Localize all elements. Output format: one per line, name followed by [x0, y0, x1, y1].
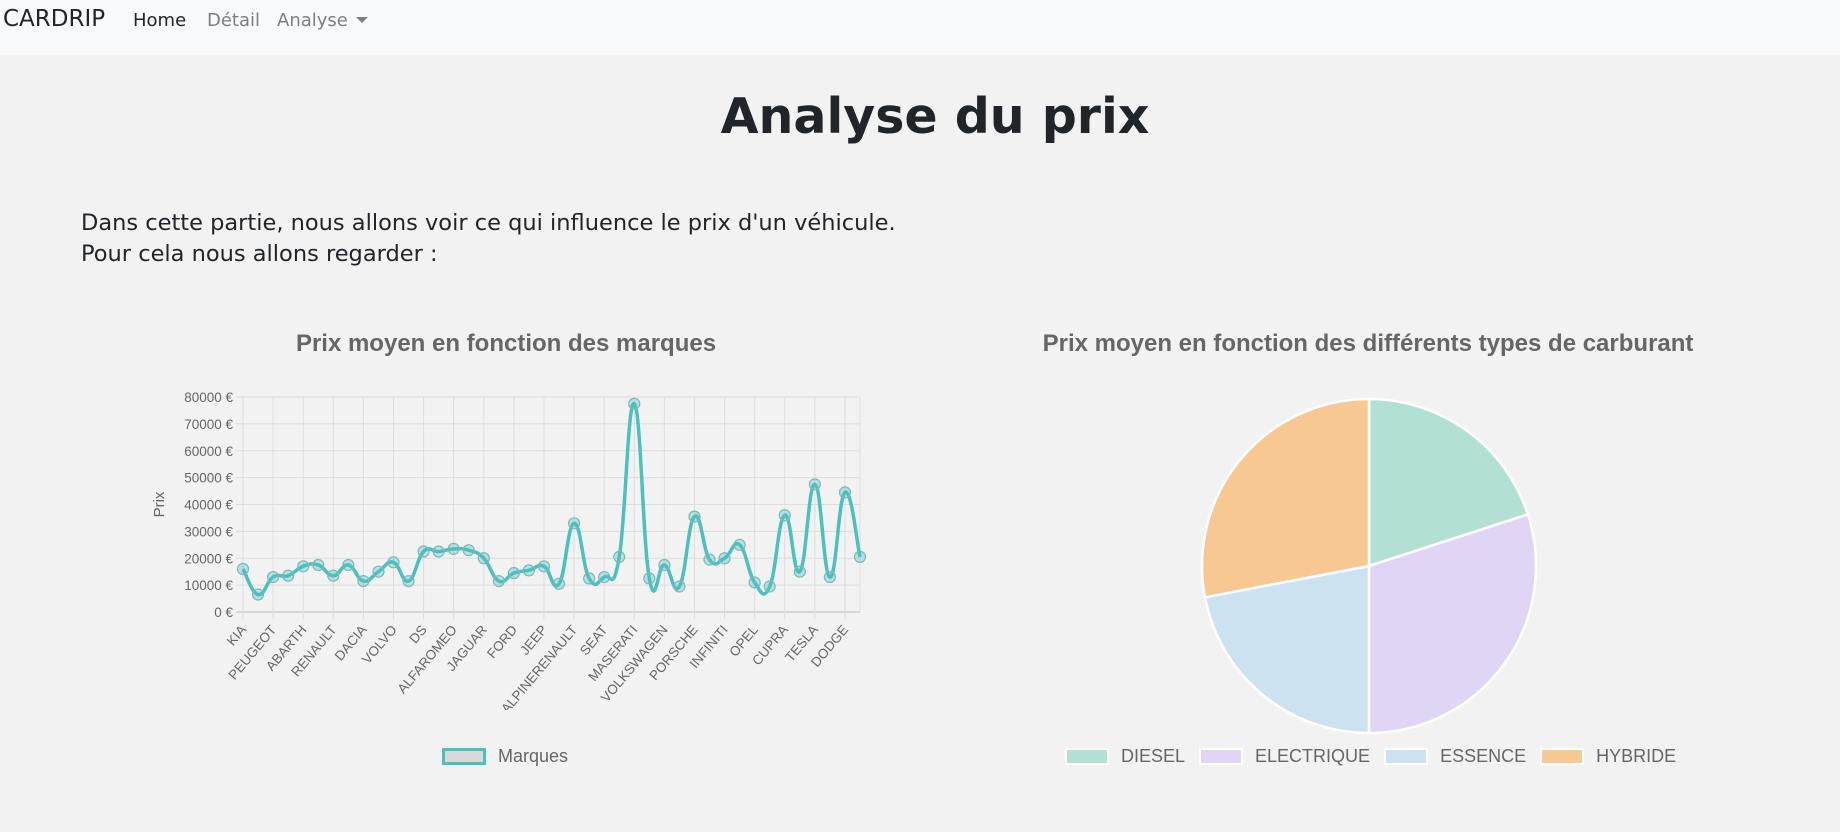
- data-point[interactable]: [613, 550, 626, 564]
- legend-swatch: [1540, 748, 1585, 765]
- data-point[interactable]: [251, 588, 265, 601]
- legend-item-essence[interactable]: ESSENCE: [1384, 746, 1526, 767]
- data-point[interactable]: [748, 576, 761, 589]
- intro-line-1: Dans cette partie, nous allons voir ce q…: [81, 210, 896, 236]
- pie-chart-title: Prix moyen en fonction des différents ty…: [1042, 330, 1694, 357]
- legend-label: ESSENCE: [1440, 746, 1527, 766]
- data-point[interactable]: [688, 510, 701, 523]
- data-point[interactable]: [567, 517, 581, 530]
- data-point[interactable]: [583, 572, 596, 585]
- data-point[interactable]: [387, 556, 400, 569]
- y-tick-label: 80000 €: [184, 390, 233, 405]
- data-point[interactable]: [853, 550, 867, 564]
- data-point[interactable]: [432, 545, 445, 558]
- legend-label: ELECTRIQUE: [1255, 746, 1371, 766]
- line-chart-title: Prix moyen en fonction des marques: [295, 330, 717, 357]
- y-tick-label: 40000 €: [184, 498, 233, 513]
- data-point[interactable]: [492, 574, 505, 588]
- pie-slice-hybride[interactable]: [1200, 397, 1371, 599]
- line-chart-legend: Marques: [442, 746, 582, 767]
- y-tick-label: 0 €: [214, 605, 233, 620]
- data-point[interactable]: [718, 552, 731, 565]
- legend-item-diesel[interactable]: DIESEL: [1065, 746, 1185, 767]
- data-point[interactable]: [763, 580, 776, 593]
- data-point[interactable]: [312, 558, 325, 572]
- data-point[interactable]: [808, 478, 821, 491]
- legend-swatch: [1065, 748, 1109, 765]
- y-tick-label: 50000 €: [184, 471, 233, 486]
- y-tick-label: 10000 €: [184, 578, 233, 593]
- data-point[interactable]: [598, 570, 611, 584]
- data-point[interactable]: [402, 574, 415, 588]
- y-tick-label: 30000 €: [184, 524, 233, 539]
- y-axis-title: Prix: [151, 491, 168, 517]
- data-point[interactable]: [778, 509, 791, 522]
- legend-item-marques[interactable]: Marques: [442, 746, 568, 767]
- navbar: CARDRIP Home Détail Analyse: [0, 0, 1840, 55]
- data-point[interactable]: [733, 538, 746, 551]
- data-point[interactable]: [342, 558, 355, 572]
- line-chart: 0 € 10000 € 20000 € 30000 € 40000 € 50000 € 60…: [151, 390, 867, 710]
- data-point[interactable]: [357, 574, 370, 588]
- data-point[interactable]: [552, 577, 566, 590]
- y-tick-label: 20000 €: [184, 551, 233, 566]
- legend-item-hybride[interactable]: HYBRIDE: [1540, 746, 1676, 767]
- series-line-marques: [241, 401, 862, 597]
- intro-text: Dans cette partie, nous allons voir ce q…: [81, 208, 896, 270]
- nav-home[interactable]: Home: [133, 10, 187, 31]
- data-point[interactable]: [703, 553, 716, 566]
- data-point[interactable]: [673, 580, 686, 593]
- legend-label: HYBRIDE: [1596, 746, 1677, 766]
- brand-link[interactable]: CARDRIP: [3, 6, 106, 32]
- data-point[interactable]: [628, 397, 641, 410]
- data-point[interactable]: [522, 564, 536, 577]
- data-point[interactable]: [266, 570, 280, 584]
- data-point[interactable]: [327, 569, 340, 582]
- legend-swatch: [442, 748, 486, 765]
- nav-analyse-label: Analyse: [277, 10, 348, 31]
- legend-label: Marques: [498, 746, 569, 766]
- legend-swatch: [1384, 748, 1429, 765]
- caret-down-icon: [355, 17, 368, 23]
- data-point[interactable]: [838, 486, 852, 499]
- data-point[interactable]: [823, 570, 837, 584]
- data-point[interactable]: [643, 572, 656, 585]
- x-tick-label: KIA: [224, 622, 249, 648]
- pie-slice-essence[interactable]: [1203, 564, 1371, 735]
- x-tick-label: DS: [406, 622, 430, 646]
- data-point[interactable]: [793, 565, 806, 578]
- x-tick-label: FORD: [484, 622, 520, 661]
- intro-line-2: Pour cela nous allons regarder :: [81, 241, 438, 267]
- data-point[interactable]: [507, 566, 520, 580]
- data-point[interactable]: [282, 569, 295, 582]
- data-point[interactable]: [658, 558, 671, 572]
- data-point[interactable]: [372, 565, 385, 578]
- legend-swatch: [1199, 748, 1244, 765]
- data-point[interactable]: [477, 552, 490, 565]
- pie-chart-legend: DIESEL ELECTRIQUE ESSENCE HYBRIDE: [1065, 746, 1690, 767]
- data-point[interactable]: [462, 544, 475, 557]
- data-point[interactable]: [417, 545, 430, 558]
- page-title: Analyse du prix: [720, 88, 1150, 145]
- data-point[interactable]: [236, 562, 250, 576]
- nav-detail[interactable]: Détail: [207, 10, 261, 31]
- data-point[interactable]: [297, 560, 310, 573]
- nav-analyse-dropdown[interactable]: Analyse: [277, 10, 368, 31]
- pie-slice-diesel[interactable]: [1367, 397, 1530, 568]
- legend-item-electrique[interactable]: ELECTRIQUE: [1199, 746, 1370, 767]
- legend-label: DIESEL: [1121, 746, 1186, 766]
- y-tick-label: 70000 €: [184, 417, 233, 432]
- pie-slice-electrique[interactable]: [1367, 512, 1538, 735]
- data-point[interactable]: [447, 542, 460, 555]
- y-tick-label: 60000 €: [184, 444, 233, 459]
- data-point[interactable]: [537, 560, 551, 573]
- pie-chart: [1200, 397, 1538, 735]
